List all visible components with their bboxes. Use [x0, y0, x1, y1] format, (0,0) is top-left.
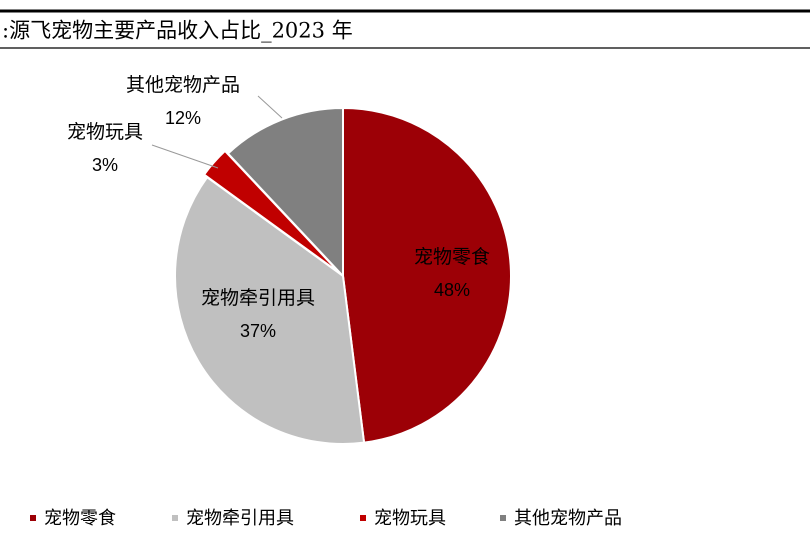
- legend-label: 宠物牵引用具: [186, 508, 294, 529]
- value-label: 48%: [434, 280, 470, 300]
- legend-marker: [30, 515, 36, 521]
- pie-slice: [174, 175, 366, 445]
- leader-line: [257, 95, 283, 119]
- legend-marker: [360, 515, 366, 521]
- value-label: 37%: [240, 321, 276, 341]
- slice-label: 其他宠物产品: [126, 74, 240, 96]
- legend-label: 其他宠物产品: [514, 508, 622, 529]
- legend-marker: [500, 515, 506, 521]
- chart-title: :源飞宠物主要产品收入占比_2023 年: [2, 19, 353, 43]
- pie-slice: [202, 149, 341, 275]
- legend-marker: [172, 515, 178, 521]
- pie-slice: [342, 106, 512, 444]
- leader-line: [151, 144, 219, 169]
- slice-label: 宠物零食: [414, 246, 490, 268]
- pie-slice: [226, 106, 344, 279]
- legend-label: 宠物零食: [44, 508, 116, 529]
- value-label: 12%: [165, 108, 201, 128]
- value-label: 3%: [92, 155, 118, 175]
- legend-label: 宠物玩具: [374, 508, 446, 529]
- slice-label: 宠物牵引用具: [201, 287, 315, 309]
- slice-label: 宠物玩具: [67, 121, 143, 143]
